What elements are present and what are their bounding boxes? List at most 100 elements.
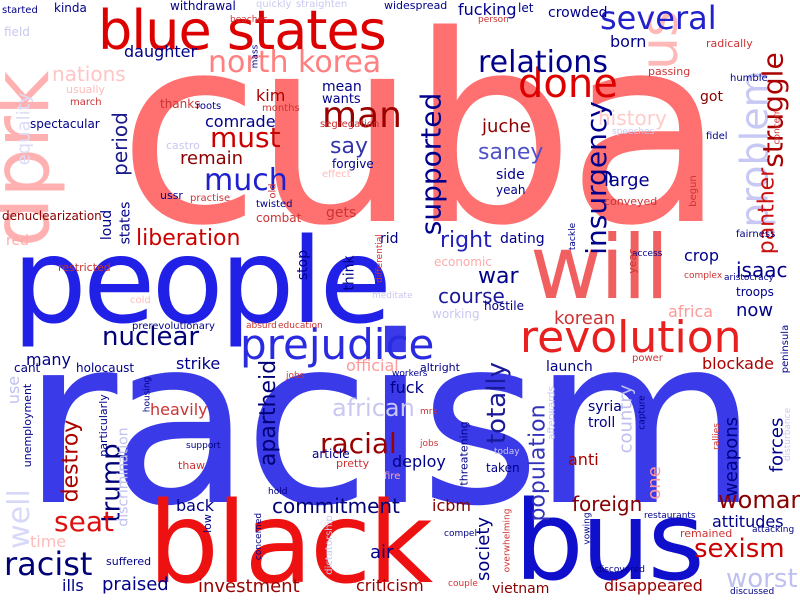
word-many: many: [26, 350, 71, 369]
word-taken: taken: [486, 461, 520, 475]
word-liberation: liberation: [136, 226, 241, 251]
word-discovered: discovered: [596, 565, 645, 575]
word-kinda: kinda: [54, 1, 87, 15]
word-cold: cold: [130, 295, 151, 306]
word-deploy: deploy: [392, 452, 446, 471]
word-quickly: quickly: [256, 0, 292, 10]
word-complex: complex: [684, 271, 723, 281]
word-working: working: [432, 307, 480, 321]
word-large: large: [604, 170, 650, 191]
word-spectacular: spectacular: [30, 117, 100, 131]
word-prejudice: prejudice: [240, 320, 435, 369]
word-usually: usually: [66, 83, 106, 96]
word-got: got: [700, 89, 723, 105]
word-period: period: [107, 112, 132, 176]
word-society: society: [473, 516, 495, 582]
word-criticism: criticism: [356, 576, 424, 595]
word-aristocracy: aristocracy: [724, 273, 774, 283]
word-blue-states: blue states: [98, 0, 387, 62]
word-afterwards: afterwards: [546, 386, 558, 440]
word-meditate: meditate: [372, 291, 413, 301]
word-destroy: destroy: [58, 419, 84, 503]
word-altright: altright: [420, 361, 460, 374]
word-thanks: thanks: [160, 97, 201, 111]
word-education: education: [278, 321, 323, 331]
word-panther: panther: [754, 167, 780, 255]
word-withdrawal: withdrawal: [170, 0, 236, 13]
word-loud: loud: [99, 209, 116, 241]
word-fucking: fucking: [458, 0, 517, 19]
word-back: back: [176, 496, 215, 515]
word-fuck: fuck: [390, 378, 424, 397]
word-unemployment: unemployment: [21, 383, 35, 468]
word-much: much: [204, 163, 288, 198]
word-mrs: mrs: [420, 407, 438, 417]
word-worst: worst: [726, 564, 798, 594]
word-woman: woman: [718, 486, 800, 514]
word-strike: strike: [176, 354, 221, 373]
word-dating: dating: [500, 231, 545, 247]
word-mean: mean: [322, 79, 362, 95]
word-castro: castro: [166, 139, 200, 152]
word-launch: launch: [546, 359, 593, 375]
word-states: states: [117, 201, 134, 245]
word-rallies: rallies: [711, 423, 722, 450]
word-today: today: [494, 447, 520, 457]
word-disturbance: disturbance: [783, 407, 794, 462]
word-anti: anti: [568, 450, 599, 469]
word-ussr: ussr: [160, 189, 183, 202]
word-north-korea: north korea: [208, 45, 382, 80]
word-man: man: [322, 95, 402, 136]
word-nuclear: nuclear: [102, 322, 200, 352]
word-access: access: [632, 249, 663, 259]
word-fairness: fairness: [736, 229, 776, 240]
word-ills: ills: [62, 576, 84, 595]
word-now: now: [736, 300, 774, 321]
word-year: year: [625, 249, 639, 274]
word-roots: roots: [196, 101, 222, 112]
word-born: born: [610, 32, 647, 51]
word-icbm: icbm: [432, 496, 471, 515]
word-nations: nations: [52, 62, 126, 86]
word-black: black: [148, 479, 433, 600]
word-rid: rid: [380, 231, 399, 247]
word-restaurants: restaurants: [644, 511, 696, 521]
word-months: months: [262, 103, 300, 114]
word-racial: racial: [320, 427, 397, 460]
word-differential: differential: [374, 234, 385, 283]
word-threatening: threatening: [457, 421, 471, 486]
word-africa: africa: [668, 302, 714, 321]
word-isaac: isaac: [736, 258, 788, 282]
word-red: red: [6, 233, 29, 249]
word-official: official: [346, 356, 399, 375]
word-troll: troll: [588, 415, 616, 431]
word-wants: wants: [322, 92, 361, 107]
word-investment: investment: [198, 576, 300, 597]
word-economic: economic: [434, 255, 492, 269]
word-twisted: twisted: [256, 199, 293, 210]
word-peninsula: peninsula: [780, 324, 792, 374]
word-supported: supported: [414, 92, 448, 236]
word-heavily: heavily: [150, 400, 208, 419]
word-denuclearization: denuclearization: [2, 209, 102, 223]
word-let: let: [518, 1, 534, 15]
word-relations: relations: [478, 45, 608, 80]
word-comrade: comrade: [205, 112, 276, 131]
word-suffered: suffered: [106, 555, 152, 568]
word-kim: kim: [256, 86, 286, 105]
word-discussed: discussed: [730, 587, 775, 597]
word-effect: effect: [322, 169, 351, 180]
word-blockade: blockade: [702, 354, 774, 373]
word-stop: stop: [295, 249, 312, 281]
word-forgive: forgive: [332, 157, 374, 171]
word-beaches: beaches: [230, 15, 268, 25]
word-housing: housing: [142, 376, 153, 413]
word-use: use: [4, 375, 24, 405]
word-people: people: [12, 212, 392, 350]
word-overwhelming: overwhelming: [502, 508, 513, 573]
word-right: right: [440, 228, 492, 253]
word-conveyed: conveyed: [604, 195, 658, 208]
word-crowded: crowded: [548, 5, 608, 21]
word-discrimination: discrimination: [115, 427, 132, 527]
word-couple: couple: [448, 579, 478, 589]
